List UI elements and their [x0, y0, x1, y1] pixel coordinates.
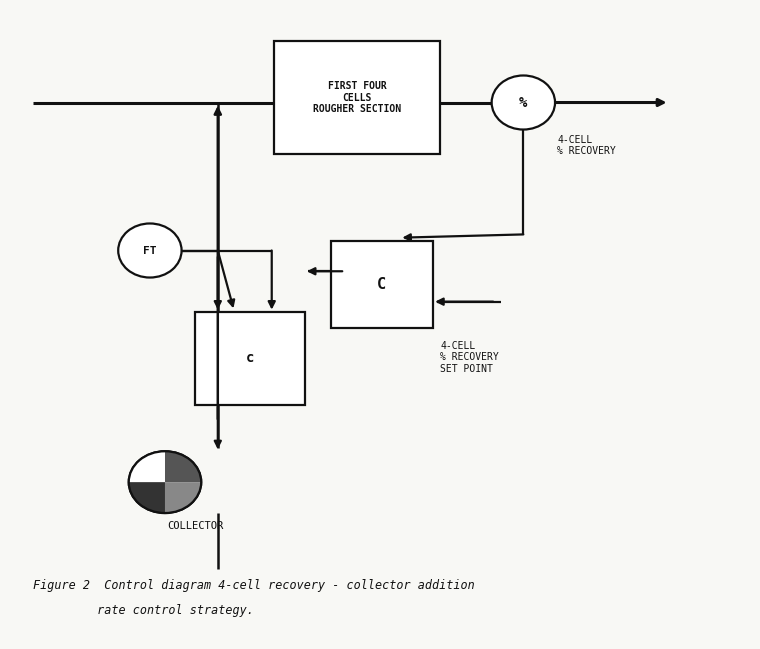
Text: %: %: [519, 95, 527, 110]
Circle shape: [119, 223, 182, 278]
Circle shape: [492, 75, 555, 130]
Text: FIRST FOUR
CELLS
ROUGHER SECTION: FIRST FOUR CELLS ROUGHER SECTION: [313, 81, 401, 114]
Text: COLLECTOR: COLLECTOR: [167, 520, 223, 531]
Text: c: c: [245, 351, 254, 365]
FancyBboxPatch shape: [331, 241, 432, 328]
Text: Figure 2  Control diagram 4-cell recovery - collector addition: Figure 2 Control diagram 4-cell recovery…: [33, 578, 475, 591]
Text: C: C: [377, 276, 386, 292]
Text: 4-CELL
% RECOVERY
SET POINT: 4-CELL % RECOVERY SET POINT: [440, 341, 499, 374]
Wedge shape: [128, 482, 165, 513]
Text: 4-CELL
% RECOVERY: 4-CELL % RECOVERY: [557, 135, 616, 156]
Text: rate control strategy.: rate control strategy.: [33, 604, 254, 617]
Wedge shape: [128, 451, 165, 482]
Text: FT: FT: [143, 245, 157, 256]
FancyBboxPatch shape: [274, 42, 440, 154]
Circle shape: [128, 451, 201, 513]
FancyBboxPatch shape: [195, 312, 305, 405]
Wedge shape: [165, 482, 201, 513]
Wedge shape: [165, 451, 201, 482]
